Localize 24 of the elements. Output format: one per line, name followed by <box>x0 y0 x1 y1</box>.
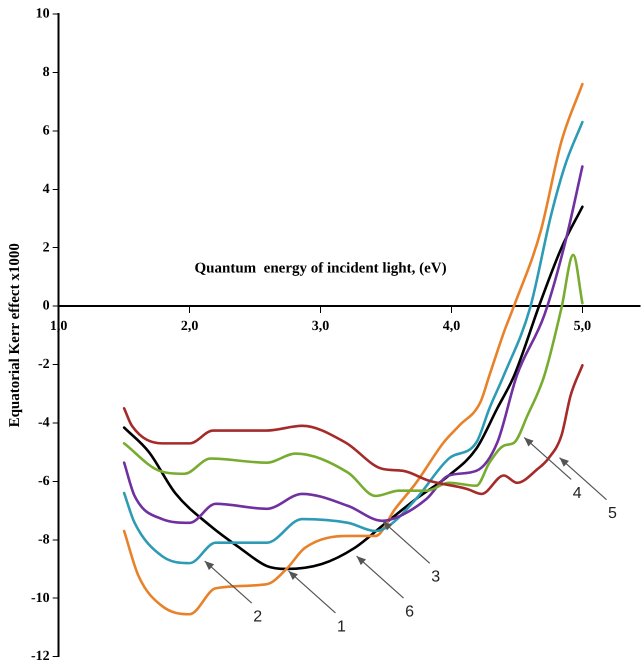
y-tick-label: -6 <box>38 474 50 489</box>
y-tick-label: -2 <box>38 357 50 372</box>
annotation: 1 <box>337 618 346 636</box>
y-tick-label: 0 <box>42 298 50 314</box>
y-tick-label: 10 <box>36 6 50 22</box>
y-tick-label: -12 <box>30 649 50 664</box>
y-tick-label: -8 <box>38 532 50 548</box>
y-tick-label: 6 <box>42 123 50 138</box>
y-tick-label: 2 <box>42 240 50 256</box>
annotation: 2 <box>253 608 262 626</box>
x-axis-title: Quantum energy of incident light, (eV) <box>194 260 447 276</box>
x-tick-label: 3,0 <box>312 319 330 334</box>
x-tick-label: 5,0 <box>574 319 592 334</box>
annotation: 4 <box>572 484 582 502</box>
x-tick-label: 4,0 <box>442 319 460 334</box>
annotation: 3 <box>431 568 440 586</box>
y-tick-label: -10 <box>30 590 50 606</box>
annotation: 6 <box>405 603 414 620</box>
annotation: 5 <box>608 505 618 522</box>
y-tick-label: 8 <box>42 65 50 80</box>
x-tick-label: 2,0 <box>180 319 198 334</box>
y-tick-label: 4 <box>42 182 50 197</box>
y-tick-label: -4 <box>38 416 50 431</box>
y-axis-title: Equatorial Kerr effect x1000 <box>6 243 23 428</box>
